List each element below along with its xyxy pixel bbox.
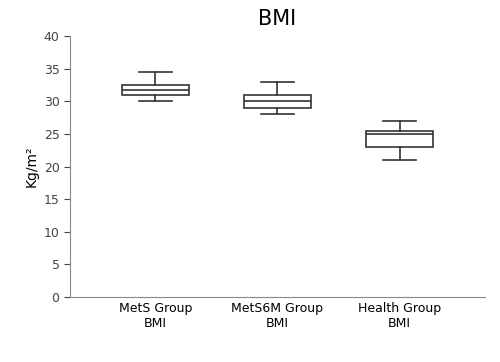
Title: BMI: BMI: [258, 9, 296, 29]
Y-axis label: Kg/m²: Kg/m²: [24, 146, 38, 187]
PathPatch shape: [122, 85, 189, 95]
PathPatch shape: [244, 95, 311, 108]
PathPatch shape: [366, 131, 433, 147]
